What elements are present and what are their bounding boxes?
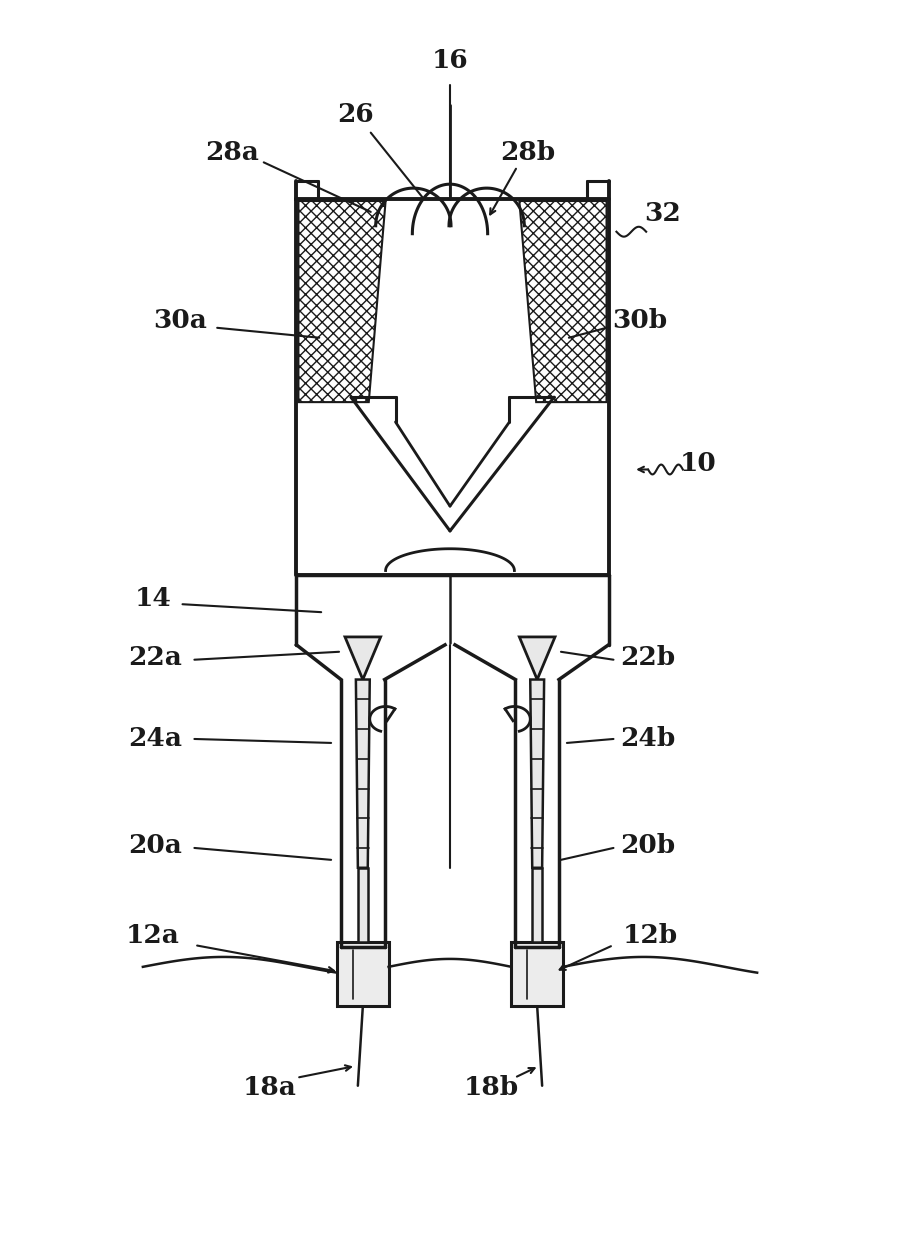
Text: 22b: 22b — [621, 645, 676, 671]
Text: 20a: 20a — [128, 834, 182, 858]
Text: 12a: 12a — [126, 922, 180, 947]
Polygon shape — [356, 679, 370, 868]
Text: 18a: 18a — [243, 1076, 297, 1101]
Text: 24a: 24a — [128, 726, 182, 751]
Text: 16: 16 — [432, 48, 468, 73]
Text: 20b: 20b — [621, 834, 676, 858]
Polygon shape — [511, 942, 562, 1006]
Text: 24b: 24b — [620, 726, 676, 751]
Polygon shape — [532, 868, 542, 942]
Text: 14: 14 — [134, 586, 171, 611]
Text: 26: 26 — [338, 102, 374, 127]
Polygon shape — [299, 201, 385, 403]
Text: 10: 10 — [680, 452, 716, 476]
Polygon shape — [519, 637, 555, 679]
Text: 30a: 30a — [154, 308, 208, 333]
Polygon shape — [338, 942, 389, 1006]
Text: 28b: 28b — [500, 140, 554, 165]
Text: 32: 32 — [644, 201, 681, 226]
Polygon shape — [530, 679, 544, 868]
Text: 30b: 30b — [613, 308, 668, 333]
Polygon shape — [345, 637, 381, 679]
Text: 12b: 12b — [623, 922, 678, 947]
Polygon shape — [358, 868, 368, 942]
Text: 22a: 22a — [128, 645, 182, 671]
Text: 28a: 28a — [205, 140, 259, 165]
Polygon shape — [519, 201, 607, 403]
Text: 18b: 18b — [464, 1076, 519, 1101]
